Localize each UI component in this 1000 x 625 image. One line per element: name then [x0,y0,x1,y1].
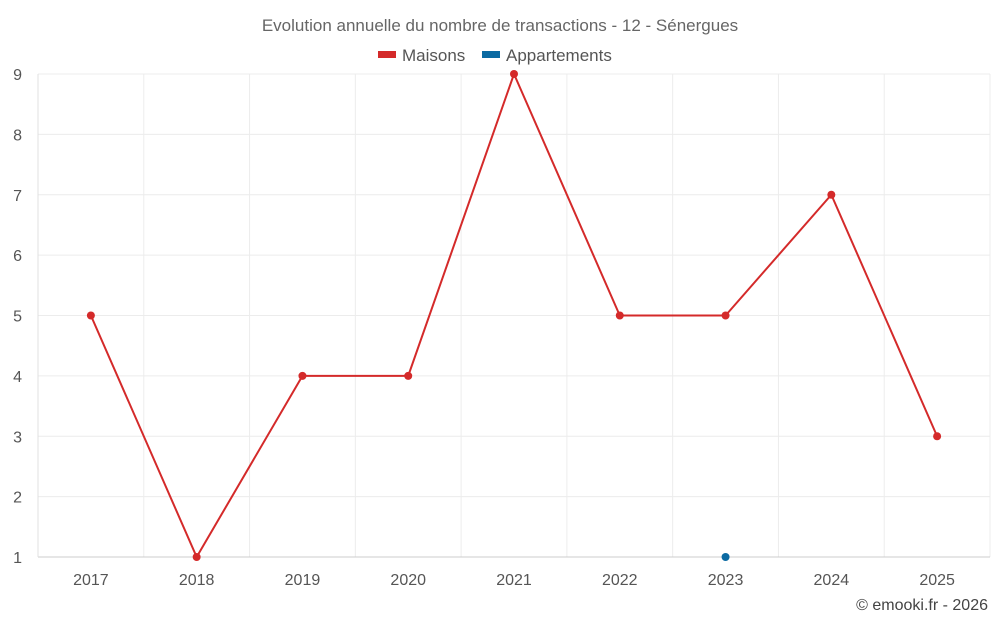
legend-label-maisons: Maisons [402,46,465,65]
data-point-maisons[interactable] [615,311,624,320]
y-tick-label: 1 [13,550,22,567]
data-point-maisons[interactable] [933,432,942,441]
axes: 1 2 3 4 5 6 7 8 9 2017 2018 2019 2020 2021 2022 2023 202… [13,67,990,589]
x-tick-label: 2024 [814,572,850,589]
credit-text: © emooki.fr - 2026 [856,597,988,614]
data-point-maisons[interactable] [721,311,730,320]
x-tick-label: 2025 [919,572,955,589]
legend: Maisons Appartements [378,46,612,65]
y-tick-label: 9 [13,67,22,84]
data-point-maisons[interactable] [298,371,307,380]
data-point-maisons[interactable] [192,553,201,561]
data-point-maisons[interactable] [827,190,836,199]
data-point-appartements[interactable] [721,553,730,561]
data-point-maisons[interactable] [510,70,518,78]
legend-swatch-appartements [482,51,500,58]
y-tick-label: 3 [13,429,22,446]
chart-title: Evolution annuelle du nombre de transact… [262,16,738,35]
y-tick-label: 2 [13,490,22,507]
x-tick-label: 2022 [602,572,638,589]
legend-item-maisons[interactable]: Maisons [378,46,465,65]
y-tick-label: 7 [13,188,22,205]
series-layer [86,70,942,561]
y-tick-label: 6 [13,248,22,265]
x-tick-label: 2023 [708,572,744,589]
x-tick-label: 2019 [285,572,321,589]
x-tick-label: 2018 [179,572,215,589]
x-tick-label: 2021 [496,572,532,589]
x-tick-label: 2017 [73,572,109,589]
data-point-maisons[interactable] [404,371,413,380]
x-tick-label: 2020 [390,572,426,589]
legend-label-appartements: Appartements [506,46,612,65]
grid [37,73,991,558]
y-tick-label: 8 [13,127,22,144]
data-point-maisons[interactable] [86,311,95,320]
legend-item-appartements[interactable]: Appartements [482,46,612,65]
y-tick-label: 4 [13,369,22,386]
legend-swatch-maisons [378,51,396,58]
y-tick-label: 5 [13,309,22,326]
